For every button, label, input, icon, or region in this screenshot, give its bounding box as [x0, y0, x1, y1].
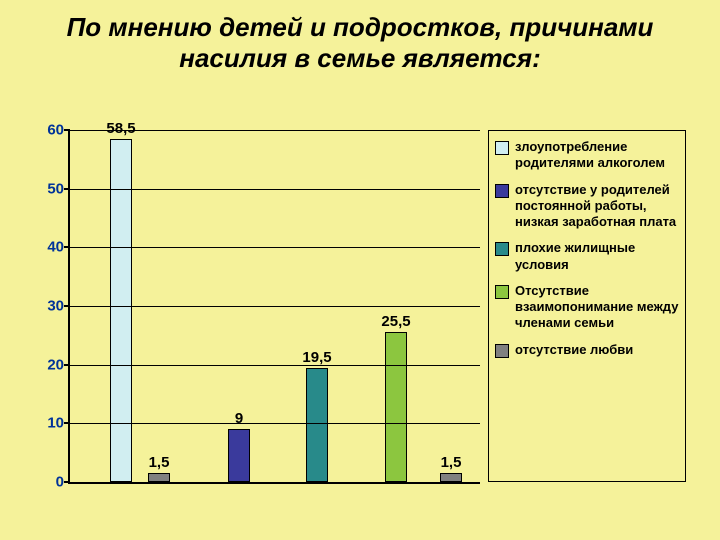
grid-line	[70, 130, 480, 131]
bar-value-label: 1,5	[441, 454, 462, 471]
legend-item: злоупотребление родителями алкоголем	[495, 139, 679, 172]
y-tick-label: 10	[47, 415, 64, 432]
legend-item: Отсутствие взаимопонимание между членами…	[495, 283, 679, 332]
grid-line	[70, 306, 480, 307]
legend-text: отсутствие у родителей постоянной работы…	[515, 182, 679, 231]
bar: 19,5	[306, 368, 328, 482]
legend-swatch	[495, 242, 509, 256]
bar: 25,5	[385, 332, 407, 482]
legend: злоупотребление родителями алкоголем отсу…	[488, 130, 686, 482]
chart-container: 0102030405060 58,51,5919,525,51,5 злоупо…	[32, 130, 688, 510]
y-tick	[64, 305, 70, 307]
legend-item: отсутствие у родителей постоянной работы…	[495, 182, 679, 231]
y-tick-label: 0	[56, 474, 64, 491]
bar-shadow	[389, 336, 409, 484]
slide: По мнению детей и подростков, причинами …	[0, 0, 720, 540]
plot-area: 58,5 1,5 9 19,5 25,5 1,5	[68, 130, 480, 484]
plot-and-legend: 58,5 1,5 9 19,5 25,5 1,5 злоупотребление роди…	[68, 130, 688, 510]
bar-value-label: 58,5	[106, 120, 135, 137]
bar: 1,5	[148, 473, 170, 482]
y-tick-label: 20	[47, 356, 64, 373]
legend-text: злоупотребление родителями алкоголем	[515, 139, 679, 172]
y-tick-label: 60	[47, 122, 64, 139]
grid-line	[70, 247, 480, 248]
y-tick-label: 30	[47, 298, 64, 315]
grid-line	[70, 189, 480, 190]
legend-text: отсутствие любви	[515, 342, 633, 358]
bar-shadow	[444, 477, 464, 484]
slide-title: По мнению детей и подростков, причинами …	[0, 0, 720, 82]
legend-swatch	[495, 141, 509, 155]
legend-item: отсутствие любви	[495, 342, 679, 358]
y-tick-label: 40	[47, 239, 64, 256]
legend-text: Отсутствие взаимопонимание между членами…	[515, 283, 679, 332]
grid-line	[70, 423, 480, 424]
bar: 1,5	[440, 473, 462, 482]
bar: 58,5	[110, 139, 132, 482]
y-axis: 0102030405060	[32, 130, 68, 482]
y-tick	[64, 129, 70, 131]
grid-line	[70, 365, 480, 366]
legend-swatch	[495, 184, 509, 198]
bar-shadow	[232, 433, 252, 484]
y-tick	[64, 246, 70, 248]
bar-shadow	[152, 477, 172, 484]
legend-item: плохие жилищные условия	[495, 240, 679, 273]
bar-shadow	[310, 372, 330, 484]
bar: 9	[228, 429, 250, 482]
y-tick-label: 50	[47, 180, 64, 197]
bar-shadow	[114, 143, 134, 484]
bar-value-label: 19,5	[302, 349, 331, 366]
y-tick	[64, 364, 70, 366]
bar-value-label: 9	[235, 410, 243, 427]
bar-value-label: 25,5	[381, 313, 410, 330]
y-tick	[64, 188, 70, 190]
y-tick	[64, 422, 70, 424]
y-tick	[64, 481, 70, 483]
bar-value-label: 1,5	[149, 454, 170, 471]
legend-swatch	[495, 285, 509, 299]
legend-swatch	[495, 344, 509, 358]
legend-text: плохие жилищные условия	[515, 240, 679, 273]
